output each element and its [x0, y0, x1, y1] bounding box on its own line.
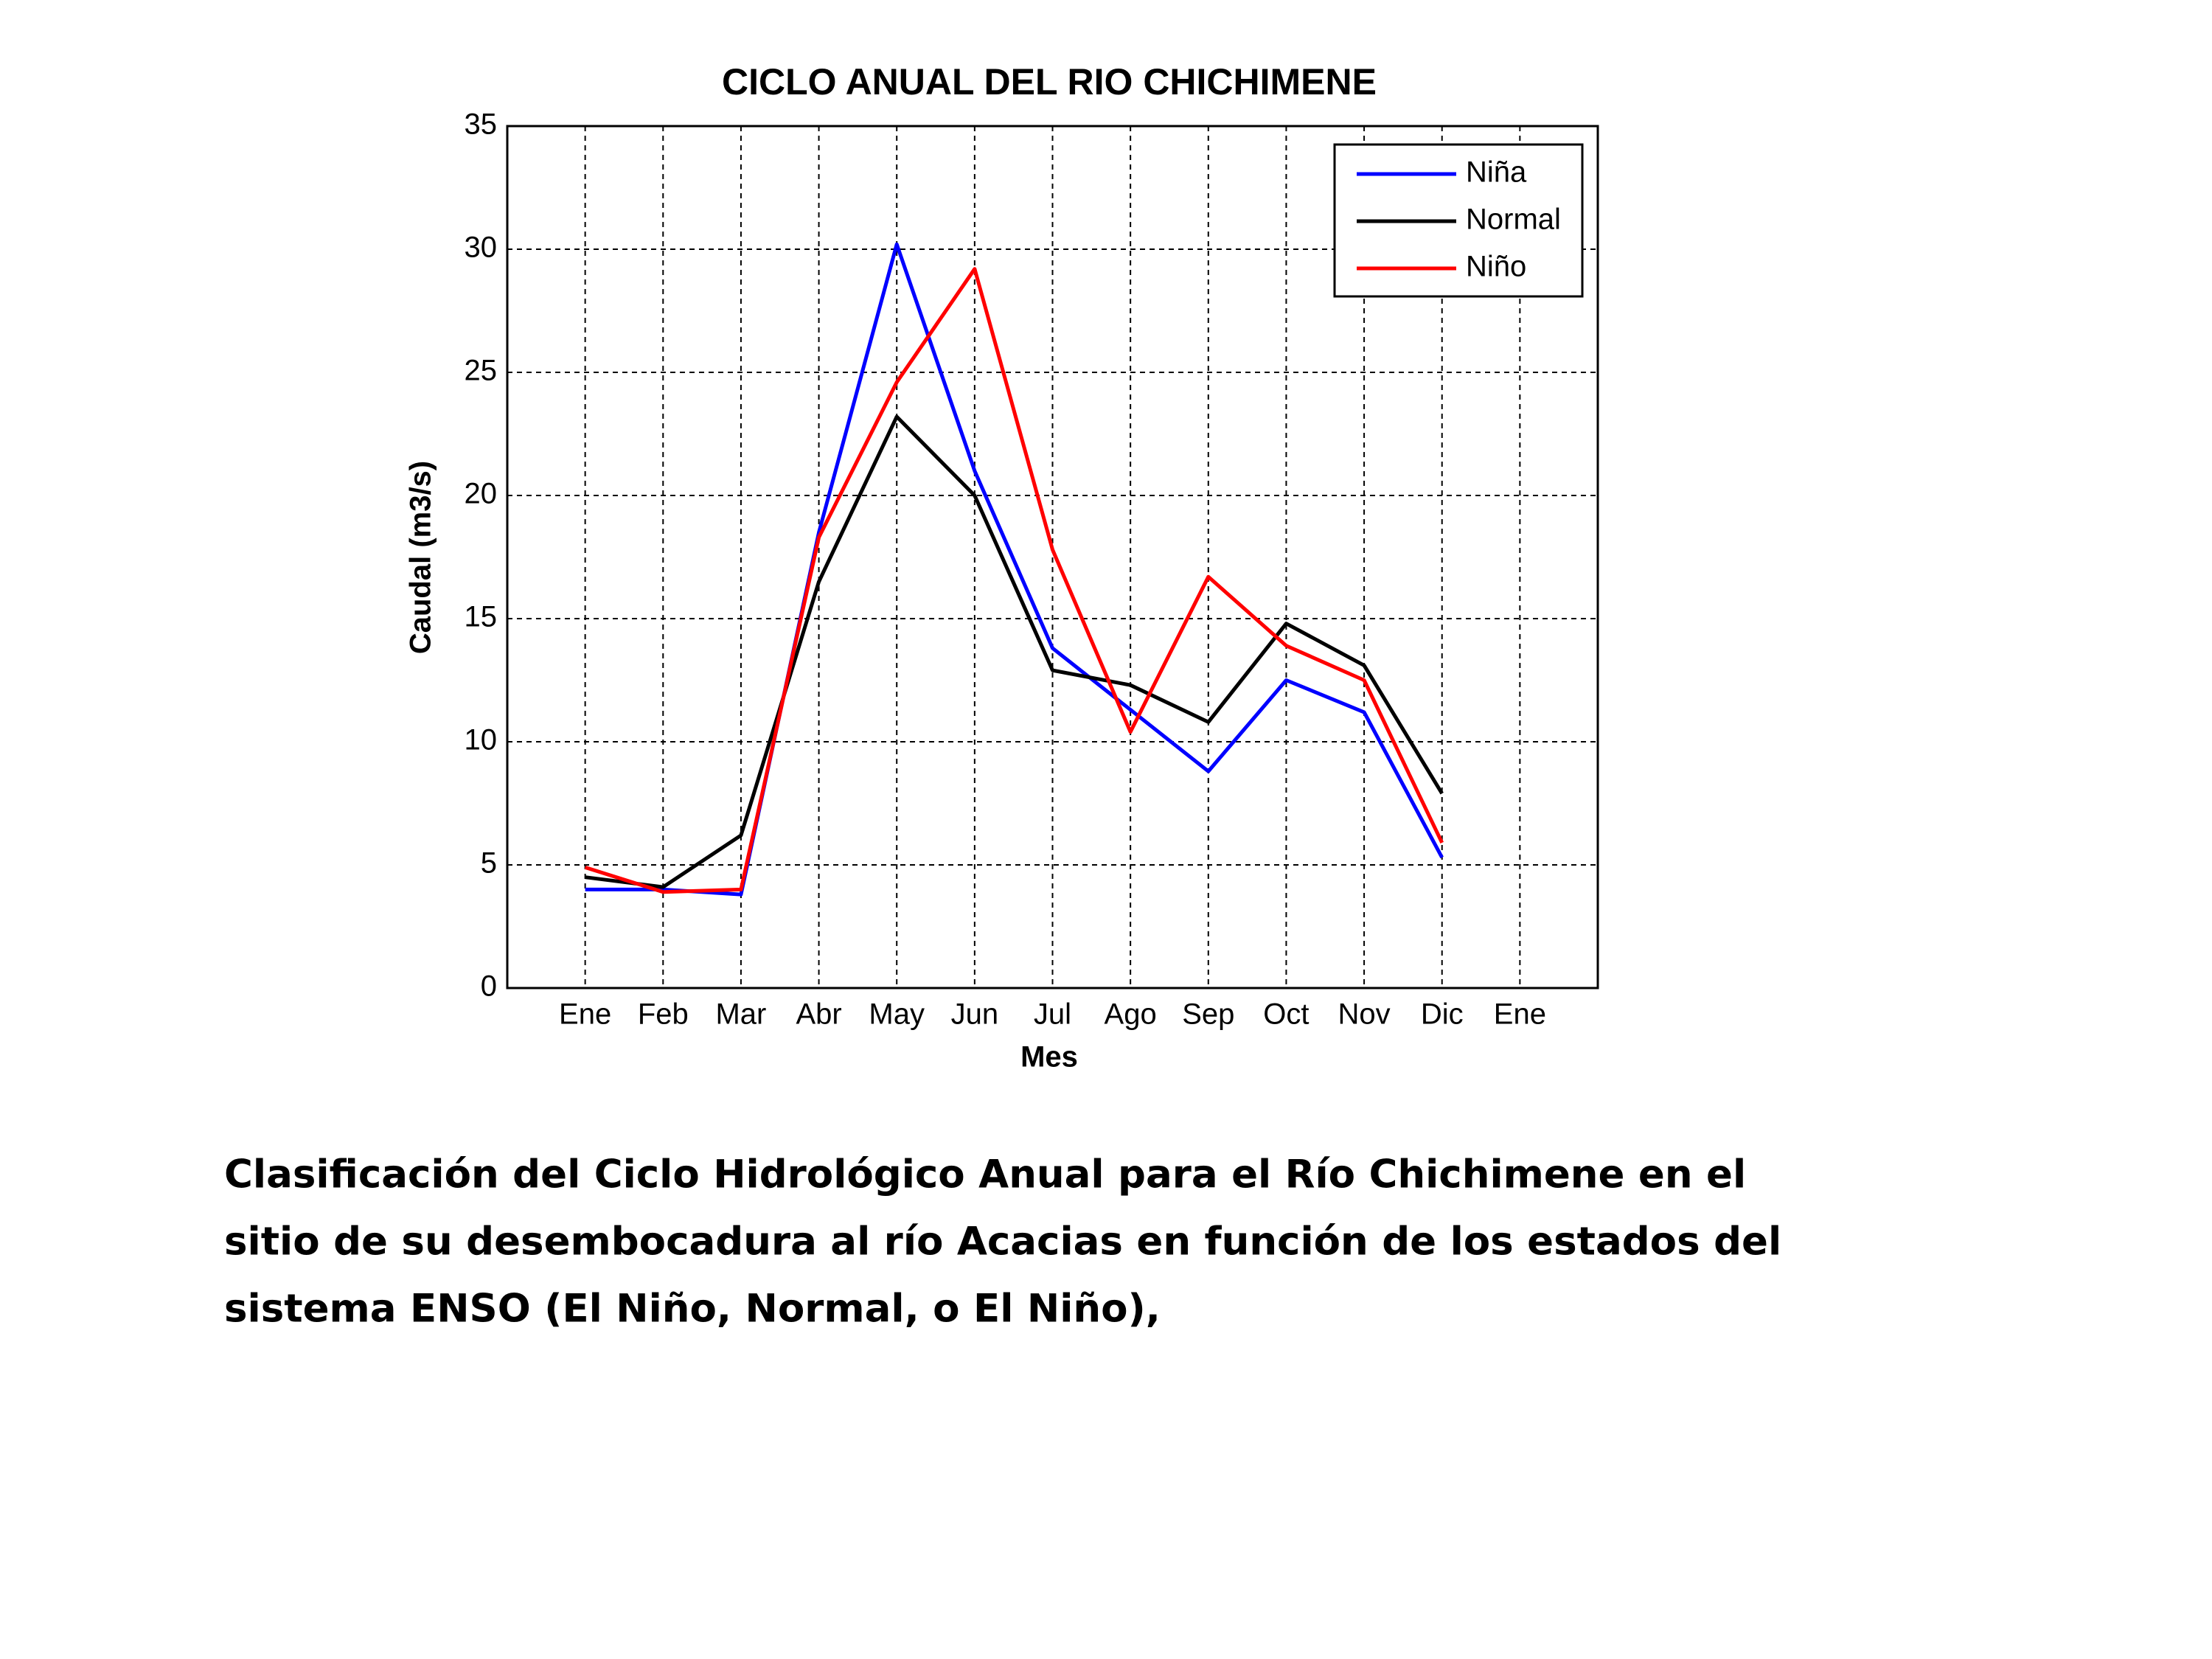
y-tick-label: 0 — [481, 970, 497, 1003]
caption-line: sitio de su desembocadura al río Acacias… — [224, 1220, 1781, 1265]
y-axis-label: Caudal (m3/s) — [405, 461, 437, 654]
caption-line: Clasificación del Ciclo Hidrológico Anua… — [224, 1152, 1746, 1197]
x-tick-label: Abr — [796, 998, 841, 1031]
x-axis-label: Mes — [1020, 1041, 1078, 1074]
x-tick-label: May — [869, 998, 925, 1031]
x-tick-label: Ene — [1494, 998, 1546, 1031]
plot-frame — [506, 125, 1599, 990]
y-tick-label: 10 — [465, 724, 498, 757]
series-line — [584, 267, 1444, 894]
chart-title: CICLO ANUAL DEL RIO CHICHIMENE — [722, 61, 1377, 102]
x-tick-label: Ene — [559, 998, 611, 1031]
caption-line: sistema ENSO (El Niño, Normal, o El Niño… — [224, 1287, 1161, 1332]
x-tick-label: Dic — [1421, 998, 1464, 1031]
y-tick-label: 25 — [465, 355, 498, 387]
x-tick-label: Sep — [1182, 998, 1234, 1031]
y-tick-label: 30 — [465, 232, 498, 264]
series-line — [585, 242, 1444, 897]
x-tick-label: Nov — [1338, 998, 1391, 1031]
x-tick-label: Jun — [951, 998, 999, 1031]
series-line — [585, 414, 1444, 889]
legend-label: Normal — [1466, 204, 1561, 236]
x-tick-label: Mar — [715, 998, 766, 1031]
x-tick-label: Oct — [1263, 998, 1309, 1031]
legend-label: Niña — [1466, 156, 1527, 189]
x-tick-label: Feb — [638, 998, 689, 1031]
legend-label: Niño — [1466, 251, 1526, 283]
y-tick-label: 5 — [481, 847, 497, 880]
x-tick-label: Ago — [1105, 998, 1157, 1031]
x-tick-label: Jul — [1034, 998, 1071, 1031]
y-tick-label: 35 — [465, 108, 498, 141]
y-tick-label: 20 — [465, 478, 498, 510]
y-tick-label: 15 — [465, 601, 498, 633]
